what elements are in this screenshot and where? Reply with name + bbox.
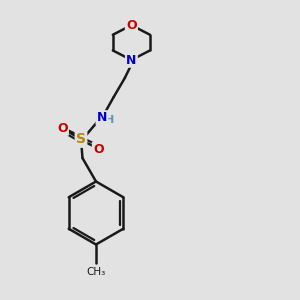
Text: S: S [76, 133, 86, 146]
Text: O: O [93, 142, 104, 156]
Text: N: N [97, 111, 107, 124]
Text: O: O [126, 19, 137, 32]
Text: O: O [57, 122, 68, 135]
Text: H: H [105, 115, 114, 125]
Text: CH₃: CH₃ [86, 267, 106, 277]
Text: N: N [126, 53, 136, 67]
